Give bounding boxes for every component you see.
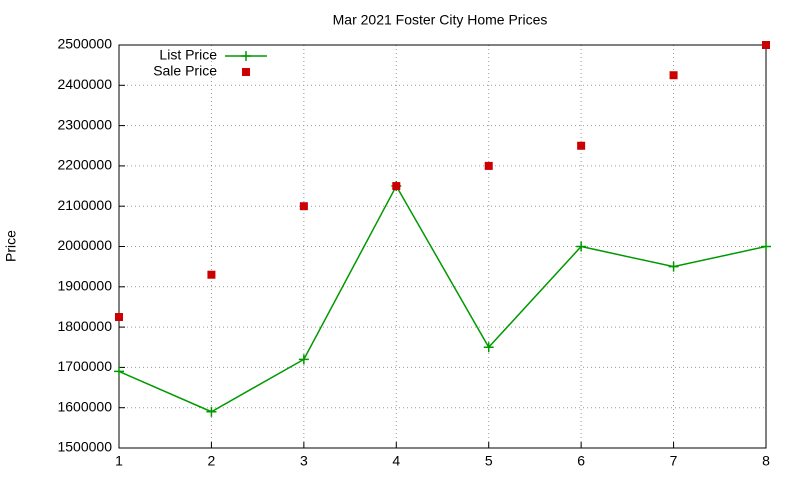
x-tick-label: 4 bbox=[392, 453, 400, 469]
data-point bbox=[669, 71, 678, 80]
y-tick-label: 1500000 bbox=[57, 439, 112, 455]
x-tick-label: 3 bbox=[300, 453, 308, 469]
y-tick-label: 1800000 bbox=[57, 318, 112, 334]
x-tick-label: 1 bbox=[115, 453, 123, 469]
data-point bbox=[114, 366, 124, 377]
legend-marker bbox=[241, 51, 251, 61]
y-tick-label: 1600000 bbox=[57, 398, 112, 414]
x-tick-label: 2 bbox=[208, 453, 216, 469]
y-tick-label: 1900000 bbox=[57, 278, 112, 294]
data-point bbox=[207, 270, 216, 279]
legend-label: List Price bbox=[159, 47, 217, 63]
legend-marker bbox=[242, 68, 250, 76]
chart-title: Mar 2021 Foster City Home Prices bbox=[333, 12, 548, 28]
legend-label: Sale Price bbox=[153, 63, 217, 79]
data-point bbox=[299, 202, 308, 211]
y-tick-label: 2500000 bbox=[57, 36, 112, 52]
data-point bbox=[761, 241, 771, 252]
series-line bbox=[118, 184, 767, 413]
plot-frame bbox=[118, 44, 767, 449]
data-point bbox=[298, 354, 309, 365]
x-tick-label: 7 bbox=[670, 453, 678, 469]
data-point bbox=[484, 161, 493, 170]
data-point bbox=[115, 313, 123, 322]
x-tick-label: 6 bbox=[577, 453, 585, 469]
data-point bbox=[577, 141, 586, 150]
data-point bbox=[762, 41, 770, 49]
y-tick-label: 2400000 bbox=[57, 76, 112, 92]
data-point bbox=[206, 406, 217, 417]
data-point bbox=[576, 241, 587, 252]
y-axis-label: Price bbox=[3, 230, 19, 262]
y-tick-label: 2300000 bbox=[57, 116, 112, 132]
y-tick-label: 1700000 bbox=[57, 358, 112, 374]
data-point bbox=[483, 342, 494, 353]
y-tick-label: 2100000 bbox=[57, 197, 112, 213]
data-point bbox=[668, 261, 679, 272]
y-tick-label: 2000000 bbox=[57, 237, 112, 253]
y-tick-label: 2200000 bbox=[57, 157, 112, 173]
data-point bbox=[392, 182, 401, 191]
x-tick-label: 8 bbox=[762, 453, 770, 469]
x-tick-label: 5 bbox=[485, 453, 493, 469]
